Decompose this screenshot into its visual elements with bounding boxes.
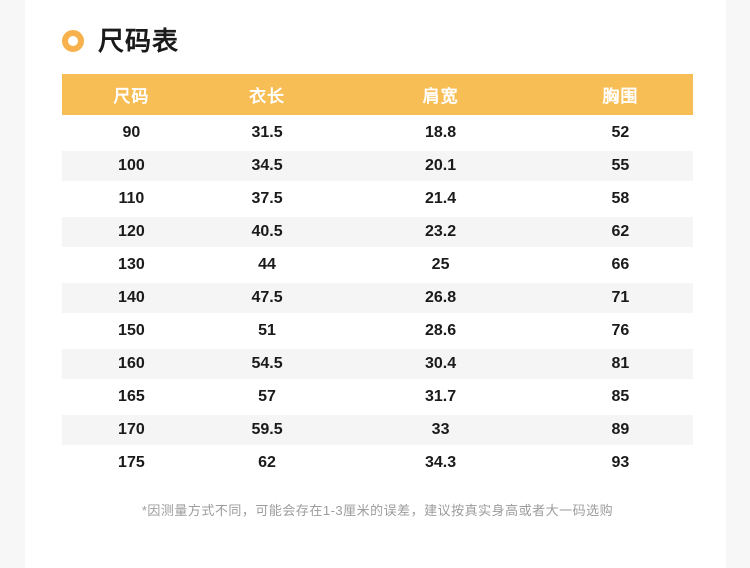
table-cell: 51 bbox=[200, 312, 334, 348]
table-cell: 34.5 bbox=[200, 147, 334, 183]
table-cell: 20.1 bbox=[333, 147, 548, 183]
table-cell: 170 bbox=[62, 411, 201, 447]
column-header-chest: 胸围 bbox=[547, 74, 693, 116]
table-row: 140 47.5 26.8 71 bbox=[62, 279, 693, 315]
table-row: 150 51 28.6 76 bbox=[62, 312, 693, 348]
table-cell: 18.8 bbox=[333, 114, 548, 150]
ring-bullet-icon bbox=[62, 30, 84, 52]
table-row: 160 54.5 30.4 81 bbox=[62, 345, 693, 381]
table-cell: 85 bbox=[547, 378, 693, 414]
table-cell: 31.7 bbox=[333, 378, 548, 414]
table-cell: 31.5 bbox=[200, 114, 334, 150]
table-row: 90 31.5 18.8 52 bbox=[62, 114, 693, 150]
measurement-footnote: *因测量方式不同，可能会存在1-3厘米的误差，建议按真实身高或者大一码选购 bbox=[141, 502, 614, 518]
table-cell: 34.3 bbox=[333, 444, 548, 480]
table-cell: 66 bbox=[547, 246, 693, 282]
table-cell: 71 bbox=[547, 279, 693, 315]
table-cell: 54.5 bbox=[200, 345, 334, 381]
size-chart-table: 尺码 衣长 肩宽 胸围 90 31.5 18.8 52 100 34.5 20.1 55 110… bbox=[62, 74, 693, 480]
size-table-body: 90 31.5 18.8 52 100 34.5 20.1 55 110 37.5 21.4 58 12… bbox=[62, 114, 693, 480]
table-cell: 165 bbox=[62, 378, 201, 414]
table-cell: 33 bbox=[333, 411, 548, 447]
column-header-size: 尺码 bbox=[62, 74, 201, 116]
table-cell: 21.4 bbox=[333, 180, 548, 216]
table-cell: 58 bbox=[547, 180, 693, 216]
column-header-length: 衣长 bbox=[200, 74, 334, 116]
table-cell: 25 bbox=[333, 246, 548, 282]
table-row: 120 40.5 23.2 62 bbox=[62, 213, 693, 249]
table-cell: 110 bbox=[62, 180, 201, 216]
table-cell: 130 bbox=[62, 246, 201, 282]
table-cell: 30.4 bbox=[333, 345, 548, 381]
table-row: 130 44 25 66 bbox=[62, 246, 693, 282]
content-card: 尺码表 尺码 衣长 肩宽 胸围 90 31.5 18.8 52 100 34.5 20.1 5… bbox=[25, 0, 726, 568]
table-cell: 76 bbox=[547, 312, 693, 348]
table-cell: 62 bbox=[547, 213, 693, 249]
table-cell: 100 bbox=[62, 147, 201, 183]
table-cell: 62 bbox=[200, 444, 334, 480]
table-cell: 90 bbox=[62, 114, 201, 150]
table-row: 165 57 31.7 85 bbox=[62, 378, 693, 414]
table-cell: 37.5 bbox=[200, 180, 334, 216]
table-cell: 150 bbox=[62, 312, 201, 348]
table-row: 175 62 34.3 93 bbox=[62, 444, 693, 480]
table-cell: 93 bbox=[547, 444, 693, 480]
table-cell: 52 bbox=[547, 114, 693, 150]
table-cell: 140 bbox=[62, 279, 201, 315]
table-row: 170 59.5 33 89 bbox=[62, 411, 693, 447]
table-cell: 57 bbox=[200, 378, 334, 414]
table-cell: 89 bbox=[547, 411, 693, 447]
table-row: 110 37.5 21.4 58 bbox=[62, 180, 693, 216]
table-cell: 81 bbox=[547, 345, 693, 381]
page-title: 尺码表 bbox=[98, 26, 180, 56]
table-cell: 44 bbox=[200, 246, 334, 282]
section-header: 尺码表 bbox=[62, 0, 693, 54]
table-cell: 28.6 bbox=[333, 312, 548, 348]
table-cell: 47.5 bbox=[200, 279, 334, 315]
table-cell: 120 bbox=[62, 213, 201, 249]
table-cell: 23.2 bbox=[333, 213, 548, 249]
table-cell: 40.5 bbox=[200, 213, 334, 249]
table-cell: 59.5 bbox=[200, 411, 334, 447]
table-cell: 55 bbox=[547, 147, 693, 183]
table-cell: 175 bbox=[62, 444, 201, 480]
column-header-shoulder: 肩宽 bbox=[333, 74, 548, 116]
table-header-row: 尺码 衣长 肩宽 胸围 bbox=[62, 74, 693, 116]
table-row: 100 34.5 20.1 55 bbox=[62, 147, 693, 183]
table-cell: 26.8 bbox=[333, 279, 548, 315]
table-cell: 160 bbox=[62, 345, 201, 381]
